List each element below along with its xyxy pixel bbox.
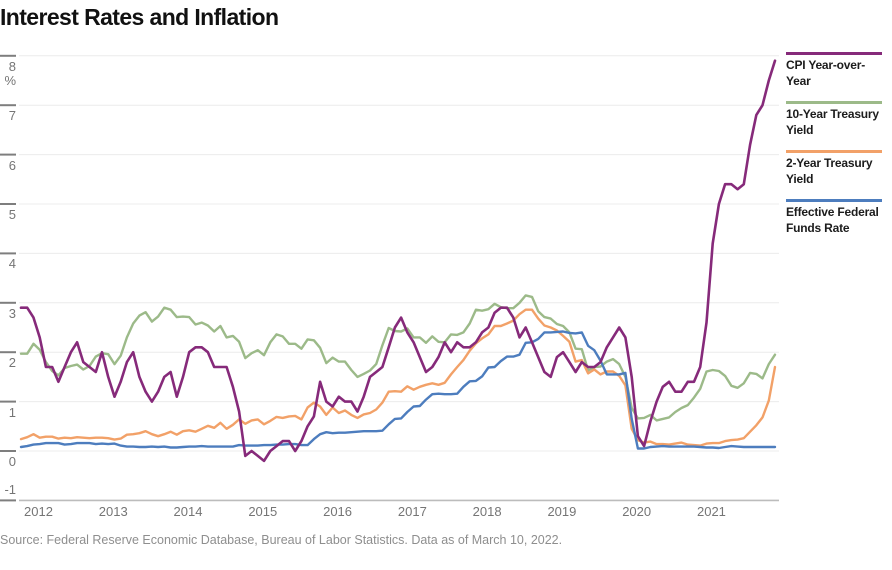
x-axis-tick-label: 2021 [696,504,726,519]
y-axis-tick-label: 6 [8,157,16,173]
series-line-treasury_10y [19,294,777,422]
y-axis-tick-label: 5 [8,207,16,222]
y-axis-tick-label: 1 [8,404,16,420]
source-note: Source: Federal Reserve Economic Databas… [0,533,563,547]
legend-item-fed_funds: Effective Federal Funds Rate [786,199,882,236]
legend-item-treasury_2y: 2-Year Treasury Yield [786,150,882,187]
y-axis-tick-label: 3 [8,305,16,321]
series-line-fed_funds [19,330,777,450]
x-axis-tick-label: 2016 [323,504,353,519]
legend-item-label: Effective Federal Funds Rate [786,205,879,235]
x-axis-tick-label: 2018 [472,504,502,519]
x-axis-tick-label: 2020 [622,504,652,519]
y-axis-tick-label: 0 [8,454,16,469]
legend-item-label: 2-Year Treasury Yield [786,156,873,186]
y-axis-tick-label: 7 [8,108,16,124]
y-axis-tick-label: 4 [8,256,16,272]
x-axis-tick-label: 2013 [98,504,128,519]
series-line-treasury_2y [19,308,777,447]
series-line-cpi [19,59,777,463]
y-axis-tick-label: 2 [8,355,16,371]
legend: CPI Year-over-Year 10-Year Treasury Yield… [786,52,882,248]
chart-title: Interest Rates and Inflation [0,4,279,30]
y-axis-tick-label: -1 [4,482,16,498]
x-axis-tick-label: 2017 [397,504,427,519]
legend-item-treasury_10y: 10-Year Treasury Yield [786,101,882,138]
y-axis-unit-label: % [4,72,16,88]
legend-item-cpi: CPI Year-over-Year [786,52,882,89]
legend-item-label: CPI Year-over-Year [786,58,866,88]
y-axis-tick-label: 8 [8,58,16,74]
x-axis-tick-label: 2015 [248,504,278,519]
x-axis-tick-label: 2012 [24,504,53,519]
x-axis-tick-label: 2019 [547,504,577,519]
legend-item-label: 10-Year Treasury Yield [786,107,879,137]
x-axis-tick-label: 2014 [173,504,203,519]
